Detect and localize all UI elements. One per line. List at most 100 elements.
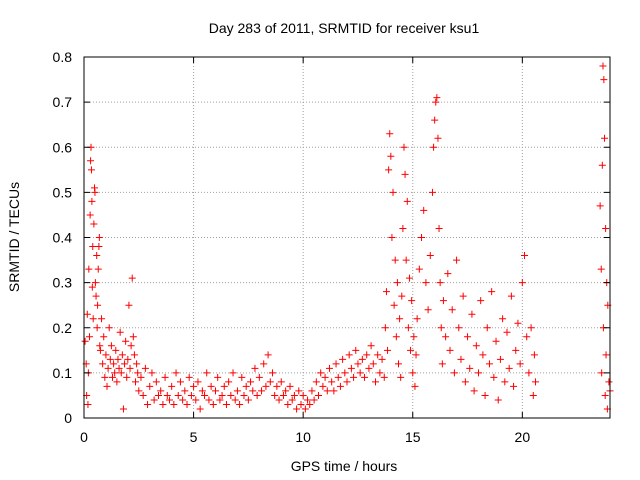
data-point [455, 324, 463, 332]
data-point [129, 333, 137, 341]
data-point [135, 387, 143, 395]
data-point [453, 256, 461, 264]
y-axis-ticks: 0 0.1 0.2 0.3 0.4 0.5 0.6 0.7 0.8 [53, 49, 610, 426]
data-point [85, 265, 93, 273]
y-tick-label: 0.6 [53, 139, 73, 155]
data-point [277, 378, 285, 386]
data-point [330, 387, 338, 395]
data-point [306, 400, 314, 408]
data-point [418, 234, 426, 241]
data-point [442, 333, 450, 341]
data-point [400, 143, 408, 151]
y-axis-label: SRMTID / TECUs [6, 182, 22, 292]
data-point [358, 355, 366, 363]
data-point [238, 373, 246, 381]
data-point [413, 315, 421, 323]
data-point [163, 391, 171, 399]
data-point [87, 166, 95, 174]
data-point [343, 378, 351, 386]
data-point [258, 387, 266, 395]
data-point [98, 315, 106, 323]
data-point [112, 346, 120, 354]
data-point [284, 400, 292, 408]
data-point [525, 369, 533, 377]
data-point [123, 373, 131, 381]
data-point [481, 391, 489, 399]
data-point [95, 234, 103, 241]
data-point [438, 360, 446, 368]
data-point [485, 360, 493, 368]
data-point [236, 400, 244, 408]
data-point [426, 252, 434, 260]
data-point [251, 364, 259, 372]
data-point [439, 297, 447, 305]
data-point [155, 391, 163, 399]
data-point [488, 288, 496, 296]
data-point [352, 346, 360, 354]
data-point [183, 400, 191, 408]
data-point [388, 234, 396, 241]
data-point [190, 382, 198, 390]
data-point [233, 387, 241, 395]
data-point [203, 369, 211, 377]
data-point [408, 297, 416, 305]
data-point [410, 333, 418, 341]
data-point [106, 355, 114, 363]
data-point [96, 346, 104, 354]
data-point [503, 328, 511, 336]
data-point [114, 355, 122, 363]
data-point [288, 396, 296, 404]
data-point [229, 369, 237, 377]
data-point [409, 369, 417, 377]
data-point [91, 279, 99, 287]
data-point [433, 94, 441, 102]
data-points [81, 62, 614, 413]
data-point [523, 333, 531, 341]
data-point [420, 206, 428, 214]
data-point [457, 355, 465, 363]
data-point [464, 333, 472, 341]
data-point [395, 360, 403, 368]
data-point [83, 310, 91, 318]
data-point [220, 382, 228, 390]
y-tick-label: 0.5 [53, 184, 73, 200]
data-point [244, 396, 252, 404]
data-point [390, 301, 398, 309]
data-point [139, 391, 147, 399]
data-point [369, 360, 377, 368]
data-point [172, 369, 180, 377]
data-point [94, 301, 102, 309]
data-point [494, 396, 502, 404]
data-point [88, 197, 96, 205]
data-point [249, 387, 257, 395]
data-point [299, 391, 307, 399]
data-point [336, 382, 344, 390]
data-point [128, 274, 136, 282]
data-point [385, 166, 393, 174]
data-point [312, 378, 320, 386]
data-point [381, 324, 389, 332]
data-point [194, 378, 202, 386]
x-axis-ticks: 0 5 10 15 20 [80, 57, 530, 445]
data-point [450, 369, 458, 377]
data-point [101, 373, 109, 381]
data-point [282, 387, 290, 395]
data-point [93, 252, 101, 260]
data-point [339, 355, 347, 363]
data-point [214, 373, 222, 381]
data-point [310, 396, 318, 404]
data-point [601, 391, 609, 399]
data-point [159, 400, 167, 408]
data-point [262, 382, 270, 390]
data-point [422, 279, 430, 287]
data-point [216, 396, 224, 404]
data-point [117, 369, 125, 377]
data-point [100, 333, 108, 341]
x-tick-label: 15 [405, 429, 421, 445]
data-point [472, 342, 480, 350]
data-point [121, 360, 129, 368]
data-point [273, 382, 281, 390]
data-point [399, 224, 407, 232]
data-point [198, 387, 206, 395]
